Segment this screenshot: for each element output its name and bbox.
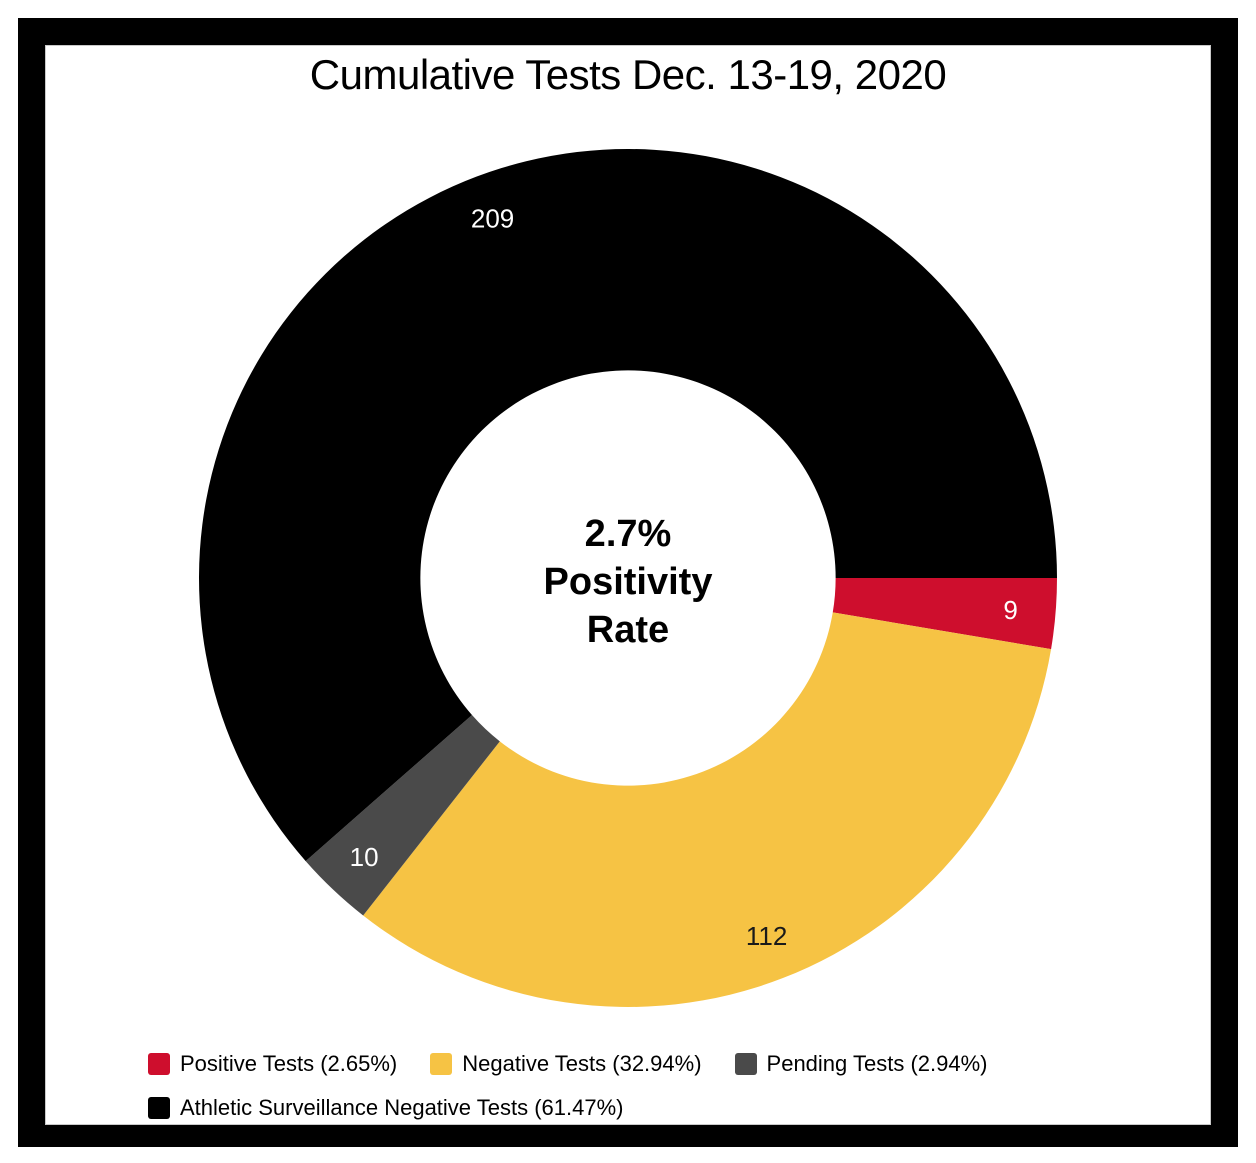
legend-item-athletic-surveillance-negative-tests[interactable]: Athletic Surveillance Negative Tests (61…	[148, 1095, 623, 1121]
legend-label-negative-tests: Negative Tests (32.94%)	[462, 1051, 702, 1076]
legend: Positive Tests (2.65%) Negative Tests (32…	[148, 1051, 1188, 1121]
segment-value-label-positive-tests: 9	[1003, 595, 1017, 625]
donut-chart: 9 112 10 209	[198, 149, 1057, 1007]
legend-item-pending-tests[interactable]: Pending Tests (2.94%)	[734, 1051, 988, 1077]
legend-label-positive-tests: Positive Tests (2.65%)	[180, 1051, 398, 1076]
positivity-rate-word1: Positivity	[543, 561, 713, 604]
donut-segment-pending-tests[interactable]	[305, 715, 500, 916]
positivity-rate-word2: Rate	[586, 608, 670, 651]
legend-swatch-negative-tests	[430, 1053, 453, 1075]
segment-value-label-pending-tests: 10	[350, 842, 379, 872]
center-label: 2.7% Positivity Rate	[544, 511, 713, 655]
positivity-rate-value: 2.7%	[584, 513, 672, 556]
legend-item-positive-tests[interactable]: Positive Tests (2.65%)	[148, 1051, 397, 1077]
legend-label-pending-tests: Pending Tests (2.94%)	[766, 1051, 988, 1076]
legend-label-athletic-surveillance-negative-tests: Athletic Surveillance Negative Tests (61…	[180, 1095, 624, 1120]
black-frame: Cumulative Tests Dec. 13-19, 2020 9 112 10…	[18, 18, 1238, 1147]
segment-value-label-negative-tests: 112	[746, 921, 787, 951]
legend-swatch-pending-tests	[734, 1053, 757, 1075]
chart-canvas: Cumulative Tests Dec. 13-19, 2020 9 112 10…	[45, 45, 1211, 1125]
segment-value-label-athletic-surveillance-negative-tests: 209	[471, 204, 514, 234]
legend-item-negative-tests[interactable]: Negative Tests (32.94%)	[430, 1051, 702, 1077]
legend-swatch-athletic-surveillance-negative-tests	[148, 1097, 170, 1119]
donut-segment-athletic-surveillance-negative-tests[interactable]	[198, 149, 1057, 862]
donut-segment-negative-tests[interactable]	[363, 612, 1052, 1007]
chart-title: Cumulative Tests Dec. 13-19, 2020	[309, 51, 947, 98]
donut-segment-positive-tests[interactable]	[832, 578, 1057, 650]
legend-swatch-positive-tests	[148, 1053, 170, 1075]
